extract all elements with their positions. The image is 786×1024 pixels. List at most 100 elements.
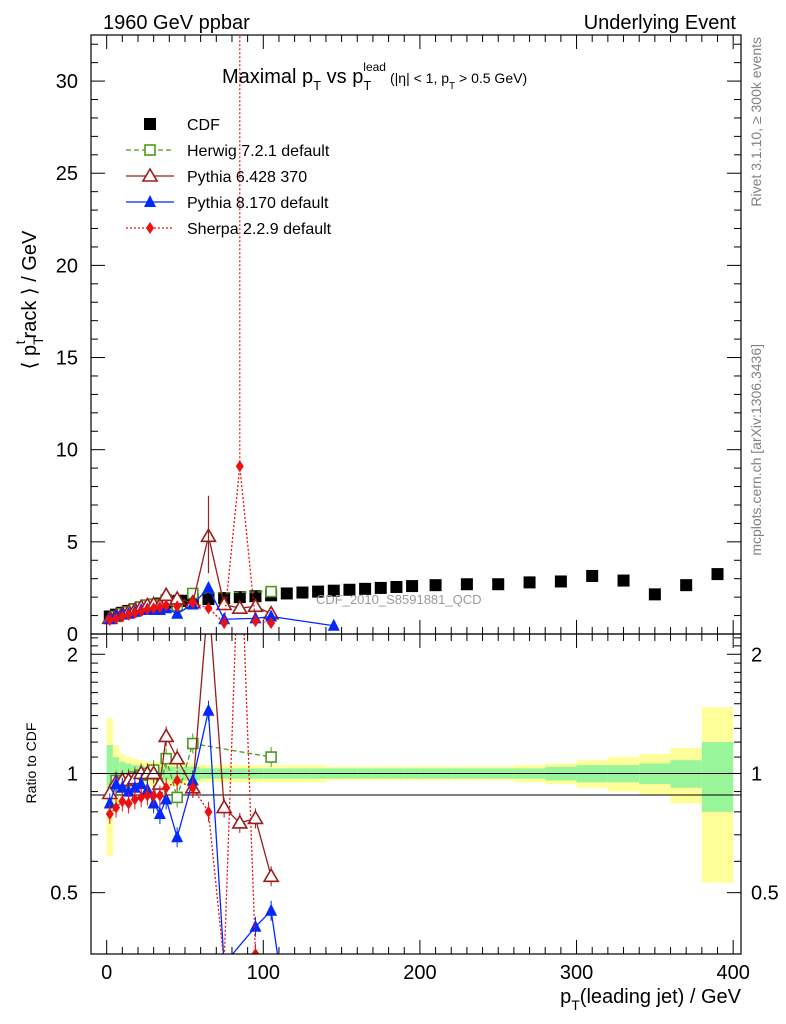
y-tick-label: 25 <box>56 163 78 185</box>
x-axis-label: pT(leading jet) / GeV <box>560 986 742 1013</box>
ratio-point-pythia-8-170-default <box>153 806 166 819</box>
header-process: Underlying Event <box>584 12 737 34</box>
ratio-point-pythia-6-428-370 <box>168 750 186 765</box>
ratio-point-pythia-8-170-default <box>128 780 141 793</box>
x-tick-label: 200 <box>403 962 436 984</box>
svg-text:pT(leading jet) / GeV: pT(leading jet) / GeV <box>560 986 742 1013</box>
ratio-y-tick-label: 2 <box>67 644 78 666</box>
data-point-herwig-7-2-1-default <box>265 585 277 598</box>
data-point-sherpa-2-2-9-default <box>251 615 260 628</box>
data-point-pythia-6-428-370 <box>215 595 233 611</box>
watermark: CDF_2010_S8591881_QCD <box>316 592 482 607</box>
data-point-cdf <box>390 581 403 594</box>
data-point-cdf <box>648 588 661 601</box>
data-point-sherpa-2-2-9-default <box>112 612 121 625</box>
data-point-sherpa-2-2-9-default <box>137 604 146 617</box>
y-tick-label: 15 <box>56 348 78 370</box>
ratio-y-tick-label: 0.5 <box>50 883 78 905</box>
data-point-sherpa-2-2-9-default <box>155 601 164 614</box>
ratio-point-pythia-8-170-default <box>171 830 184 843</box>
x-tick-label: 300 <box>560 962 593 984</box>
legend-label-sherpa-2-2-9-default: Sherpa 2.2.9 default <box>187 221 332 238</box>
data-point-cdf <box>327 584 340 597</box>
ratio-point-pythia-6-428-370 <box>215 798 233 814</box>
ratio-point-pythia-8-170-default <box>135 777 148 790</box>
data-point-pythia-8-170-default <box>202 580 215 593</box>
main-series-group <box>101 35 724 631</box>
y-tick-label: 5 <box>67 532 78 554</box>
data-point-cdf <box>233 591 246 604</box>
y-tick-label: 0 <box>67 624 78 646</box>
svg-text:⟨ pTtrack ⟩ / GeV: ⟨ pTtrack ⟩ / GeV <box>12 230 46 369</box>
data-point-pythia-8-170-default <box>171 606 184 619</box>
legend-label-pythia-8-170-default: Pythia 8.170 default <box>187 195 329 212</box>
y-tick-label: 30 <box>56 71 78 93</box>
ratio-y-tick-label: 1 <box>67 763 78 785</box>
main-panel: 0 5 10 15 20 25 30 <box>56 34 742 646</box>
legend-marker-pythia-8-170-default <box>144 195 156 207</box>
data-point-sherpa-2-2-9-default <box>149 602 158 615</box>
ratio-point-sherpa-2-2-9-default <box>118 795 127 808</box>
ratio-point-pythia-8-170-default <box>110 777 123 790</box>
ratio-point-pythia-6-428-370 <box>231 814 249 829</box>
ratio-point-herwig-7-2-1-default <box>187 737 199 750</box>
data-point-cdf <box>406 580 419 593</box>
data-point-cdf <box>680 579 693 592</box>
x-tick-label: 100 <box>247 962 280 984</box>
data-point-cdf <box>280 587 293 600</box>
ratio-point-herwig-7-2-1-default <box>265 751 277 763</box>
data-point-cdf <box>586 569 599 582</box>
data-point-cdf <box>711 568 724 581</box>
ratio-point-pythia-8-170-default <box>249 919 262 932</box>
x-tick-label: 400 <box>716 962 749 984</box>
data-point-cdf <box>312 585 325 598</box>
ratio-point-pythia-8-170-default <box>116 780 129 793</box>
data-point-pythia-6-428-370 <box>231 599 249 614</box>
ratio-point-sherpa-2-2-9-default <box>124 797 133 810</box>
ratio-point-sherpa-2-2-9-default <box>188 781 197 794</box>
ratio-frame <box>90 633 742 955</box>
legend-marker-pythia-6-428-370 <box>141 167 159 182</box>
ratio-point-pythia-8-170-default <box>265 903 278 916</box>
data-point-cdf <box>554 575 567 588</box>
chart-title: Maximal pT vs pTlead(|η| < 1, pT > 0.5 G… <box>222 60 527 93</box>
y-axis-label-ratio: Ratio to CDF <box>23 723 39 804</box>
data-point-cdf <box>374 581 387 594</box>
data-point-cdf <box>617 574 630 587</box>
ratio-point-pythia-6-428-370 <box>145 764 163 780</box>
header-collision: 1960 GeV ppbar <box>103 12 250 34</box>
ratio-point-sherpa-2-2-9-default <box>112 801 121 814</box>
ratio-point-sherpa-2-2-9-default <box>130 793 139 806</box>
ratio-point-pythia-8-170-default <box>122 784 135 797</box>
ratio-point-sherpa-2-2-9-default <box>162 781 171 794</box>
ratio-point-sherpa-2-2-9-default <box>173 774 182 787</box>
mcplots-label: mcplots.cern.ch [arXiv:1306.3436] <box>748 344 764 556</box>
data-point-cdf <box>523 576 536 589</box>
ratio-point-pythia-6-428-370 <box>262 867 280 883</box>
ratio-point-sherpa-2-2-9-default <box>155 789 164 802</box>
ratio-panel: 0.5 0.5 1 1 2 2 0 100 200 300 400 <box>50 633 779 984</box>
ratio-y-tick-label-right: 2 <box>751 644 762 666</box>
data-point-sherpa-2-2-9-default <box>162 599 171 612</box>
ratio-point-herwig-7-2-1-default <box>160 752 172 765</box>
data-point-sherpa-2-2-9-default <box>220 616 229 629</box>
data-point-cdf <box>343 583 356 596</box>
data-point-cdf <box>359 582 372 595</box>
data-point-sherpa-2-2-9-default <box>130 606 139 619</box>
data-point-cdf <box>296 586 309 599</box>
data-point-sherpa-2-2-9-default <box>118 610 127 623</box>
data-point-pythia-8-170-default <box>265 609 278 622</box>
data-point-sherpa-2-2-9-default <box>267 616 276 629</box>
data-point-sherpa-2-2-9-default <box>204 602 213 615</box>
data-point-sherpa-2-2-9-default <box>105 614 114 627</box>
data-point-cdf <box>429 579 442 592</box>
data-point-sherpa-2-2-9-default <box>124 608 133 621</box>
data-point-cdf <box>202 592 215 605</box>
svg-text:Maximal pT vs pTlead(|η| < 1,: Maximal pT vs pTlead(|η| < 1, pT > 0.5 G… <box>222 60 527 93</box>
x-tick-label: 0 <box>101 962 112 984</box>
ratio-point-sherpa-2-2-9-default <box>204 805 213 818</box>
ratio-y-tick-label-right: 1 <box>751 763 762 785</box>
data-point-sherpa-2-2-9-default <box>173 600 182 613</box>
ratio-point-pythia-8-170-default <box>103 796 116 809</box>
ratio-point-herwig-7-2-1-default <box>171 791 183 804</box>
